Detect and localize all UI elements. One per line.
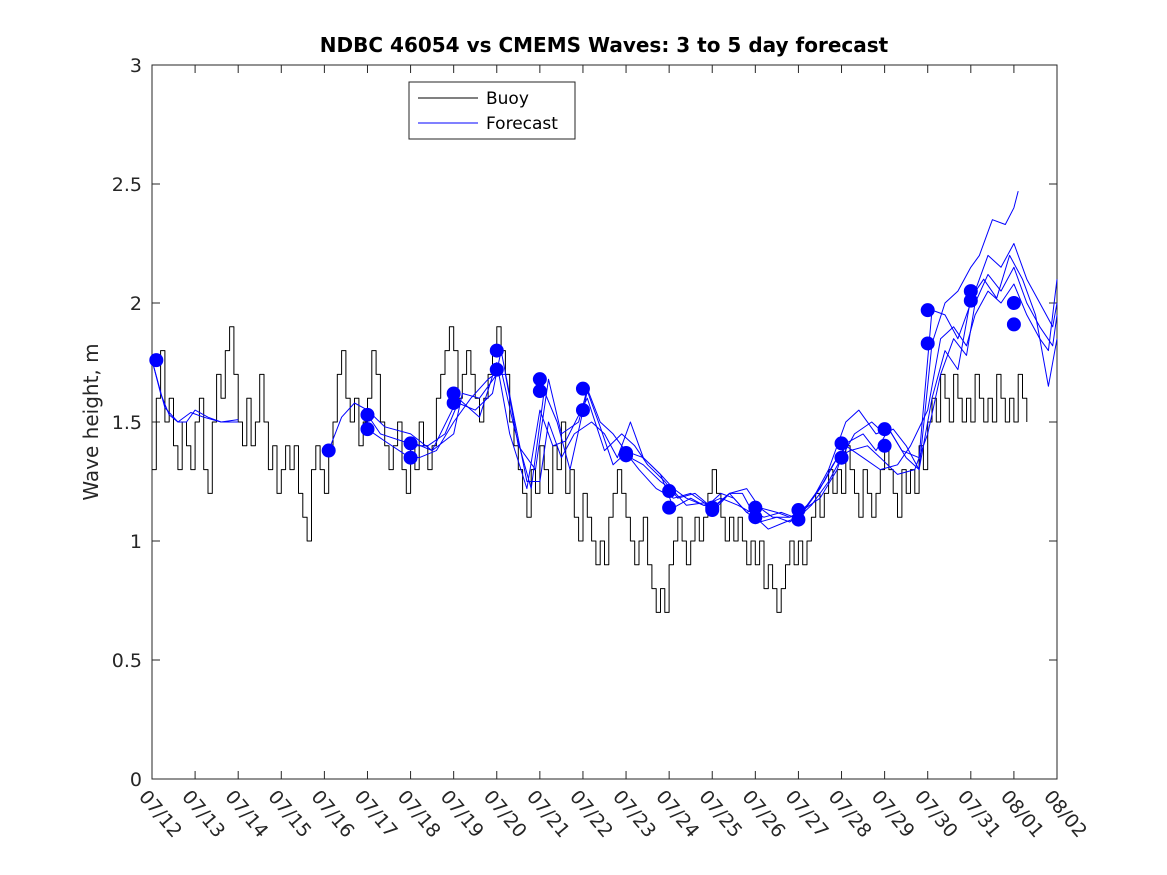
chart-title: NDBC 46054 vs CMEMS Waves: 3 to 5 day fo… bbox=[320, 33, 889, 57]
forecast-series-line-4 bbox=[367, 266, 1058, 518]
y-tick-label: 0.5 bbox=[112, 650, 142, 672]
forecast-series-line-6 bbox=[414, 243, 1058, 518]
forecast-marker bbox=[920, 336, 935, 351]
forecast-marker bbox=[321, 443, 336, 458]
forecast-marker bbox=[834, 450, 849, 465]
forecast-marker bbox=[575, 403, 590, 418]
forecast-marker bbox=[532, 372, 547, 387]
forecast-marker bbox=[662, 484, 677, 499]
forecast-marker bbox=[403, 450, 418, 465]
forecast-marker bbox=[877, 438, 892, 453]
y-tick-label: 3 bbox=[130, 55, 142, 77]
marker-layer bbox=[149, 284, 1021, 527]
legend-label: Buoy bbox=[486, 89, 529, 109]
forecast-marker bbox=[360, 407, 375, 422]
forecast-marker bbox=[748, 510, 763, 525]
y-axis-ticks: 0 0.5 1 1.5 2 2.5 3 bbox=[112, 55, 1057, 791]
forecast-marker bbox=[149, 353, 164, 368]
y-tick-label: 2.5 bbox=[112, 174, 142, 196]
forecast-marker bbox=[489, 362, 504, 377]
forecast-marker bbox=[662, 500, 677, 515]
forecast-marker bbox=[403, 436, 418, 451]
forecast-marker bbox=[920, 303, 935, 318]
forecast-marker bbox=[834, 436, 849, 451]
forecast-marker bbox=[963, 293, 978, 308]
forecast-marker bbox=[619, 448, 634, 463]
legend-box bbox=[408, 81, 576, 140]
forecast-marker bbox=[489, 343, 504, 358]
legend-label: Forecast bbox=[486, 114, 558, 134]
forecast-marker bbox=[532, 384, 547, 399]
y-axis-label: Wave height, m bbox=[79, 343, 103, 500]
y-tick-label: 1 bbox=[130, 531, 142, 553]
forecast-marker bbox=[1006, 296, 1021, 310]
legend: Buoy Forecast bbox=[408, 81, 576, 140]
forecast-marker bbox=[446, 395, 461, 410]
forecast-marker bbox=[1006, 317, 1021, 332]
forecast-marker bbox=[575, 381, 590, 396]
forecast-marker bbox=[791, 512, 806, 527]
y-tick-label: 0 bbox=[130, 769, 142, 791]
forecast-series-line-2 bbox=[151, 359, 239, 423]
y-tick-label: 1.5 bbox=[112, 412, 142, 434]
forecast-marker bbox=[705, 503, 720, 518]
forecast-marker bbox=[360, 422, 375, 437]
forecast-marker bbox=[877, 422, 892, 437]
y-tick-label: 2 bbox=[130, 293, 142, 315]
